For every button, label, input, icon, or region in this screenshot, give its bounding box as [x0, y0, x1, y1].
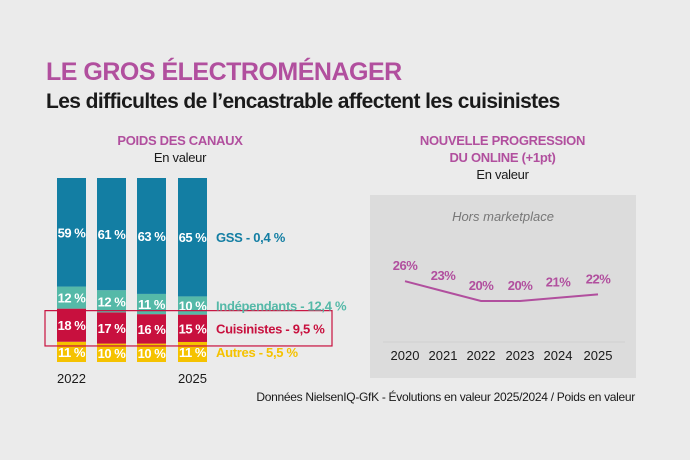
data-label: 20%	[508, 278, 533, 293]
legend-label: Cuisinistes - 9,5 %	[216, 321, 325, 336]
data-label: 20%	[469, 278, 494, 293]
bar-segment	[57, 308, 86, 342]
line-chart-panel	[370, 195, 636, 378]
bar-segment	[57, 286, 86, 309]
source-note: Données NielsenIQ-GfK - Évolutions en va…	[256, 390, 635, 404]
data-label: 23%	[431, 268, 456, 283]
bar-value-label: 61 %	[98, 227, 127, 242]
bar-segment	[137, 343, 166, 362]
x-tick-label: 2021	[429, 348, 458, 363]
data-label: 21%	[546, 275, 571, 290]
bar-value-label: 11 %	[138, 297, 166, 312]
bar-value-label: 16 %	[138, 322, 167, 337]
line-chart-annotation: Hors marketplace	[452, 209, 554, 224]
bar-value-label: 12 %	[58, 291, 87, 306]
bar-segment	[137, 314, 166, 344]
legend-label: Indépendants - 12,4 %	[216, 299, 347, 314]
bar-chart-title: POIDS DES CANAUX	[117, 133, 243, 148]
x-tick-label: 2024	[544, 348, 573, 363]
bar-value-label: 12 %	[98, 294, 127, 309]
bar-segment	[57, 178, 86, 287]
bar-segment	[178, 178, 207, 297]
bar-segment	[137, 178, 166, 294]
bar-value-label: 59 %	[58, 225, 87, 240]
x-tick-label: 2022	[57, 371, 86, 386]
bar-segment	[97, 290, 126, 313]
bar-segment	[97, 178, 126, 291]
bar-segment	[97, 312, 126, 344]
bar-segment	[178, 341, 207, 362]
bar-value-label: 11 %	[58, 345, 86, 360]
bar-segment	[97, 343, 126, 362]
bar-value-label: 63 %	[138, 229, 167, 244]
x-tick-label: 2025	[178, 371, 207, 386]
bar-value-label: 10 %	[138, 346, 167, 361]
bar-segment	[178, 314, 207, 342]
bar-segment	[137, 293, 166, 315]
line-chart-subtitle: En valeur	[476, 167, 529, 182]
x-tick-label: 2025	[584, 348, 613, 363]
line-chart-title-line2: DU ONLINE (+1pt)	[449, 150, 556, 165]
bar-chart-subtitle: En valeur	[153, 150, 207, 165]
bar-value-label: 10 %	[98, 346, 127, 361]
legend-label: Autres - 5,5 %	[216, 345, 299, 360]
x-tick-label: 2022	[467, 348, 496, 363]
online-share-line	[404, 280, 599, 302]
bar-value-label: 65 %	[179, 230, 208, 245]
page-title: LE GROS ÉLECTROMÉNAGER	[46, 58, 402, 86]
highlight-box	[44, 310, 333, 347]
bar-value-label: 10 %	[179, 299, 208, 314]
x-tick-label: 2020	[391, 348, 420, 363]
line-chart-title-line1: NOUVELLE PROGRESSION	[419, 133, 586, 148]
data-label: 22%	[586, 271, 611, 286]
page-subtitle: Les difficultes de l’encastrable affecte…	[46, 90, 560, 113]
bar-segment	[57, 341, 86, 362]
x-tick-label: 2023	[506, 348, 535, 363]
bar-value-label: 17 %	[98, 321, 127, 336]
data-label: 26%	[393, 258, 418, 273]
bar-value-label: 15 %	[179, 321, 208, 336]
bar-value-label: 18 %	[58, 318, 87, 333]
bar-value-label: 11 %	[179, 345, 207, 360]
legend-label: GSS - 0,4 %	[216, 230, 286, 245]
